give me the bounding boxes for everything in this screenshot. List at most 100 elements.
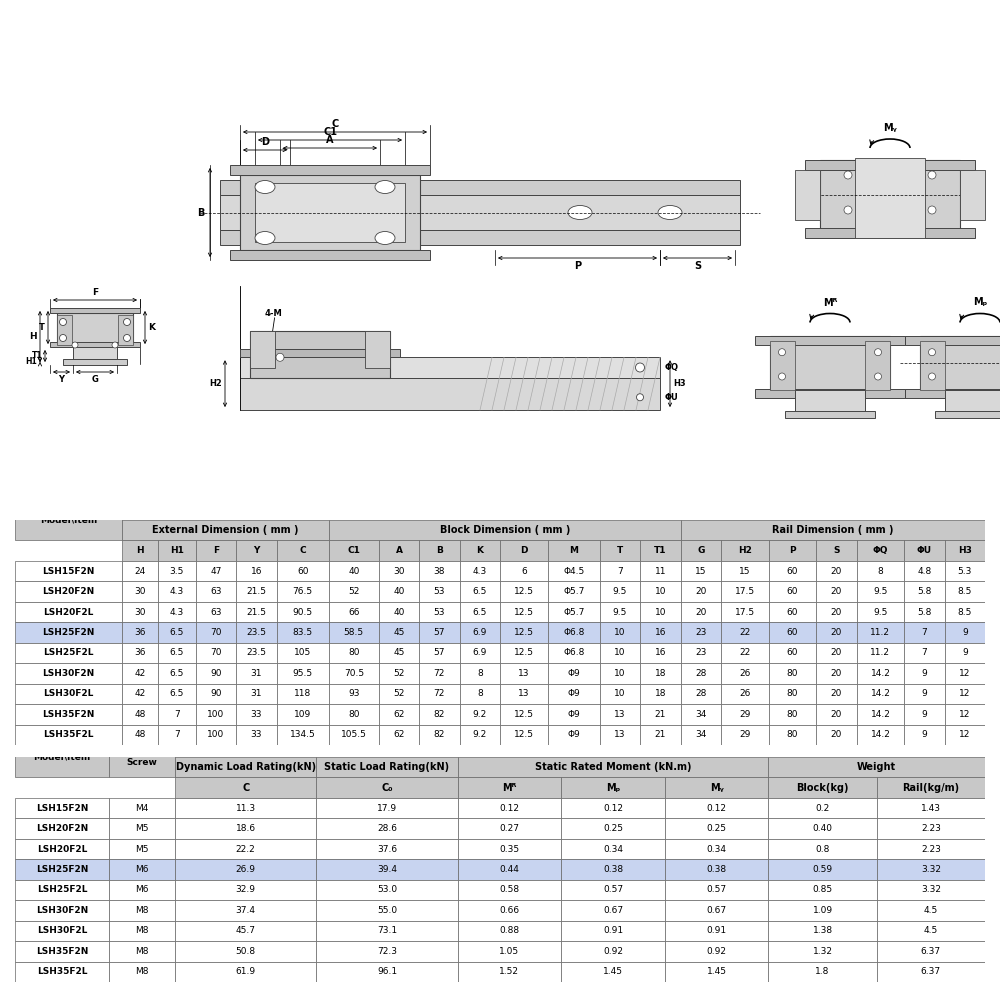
Bar (561, 818, 665, 839)
Text: 18: 18 (655, 689, 666, 698)
Bar (561, 880, 665, 900)
Bar (458, 818, 561, 839)
Bar (768, 921, 877, 941)
Bar (904, 663, 945, 684)
Text: 0.12: 0.12 (707, 804, 727, 813)
Text: 20: 20 (831, 669, 842, 678)
Bar (316, 798, 458, 818)
Bar (458, 798, 561, 818)
Bar (175, 880, 316, 900)
Text: 7: 7 (174, 730, 180, 739)
Bar (681, 684, 721, 704)
Bar (857, 643, 904, 663)
Text: 6: 6 (521, 567, 527, 576)
Text: 16: 16 (655, 648, 666, 657)
Text: 0.44: 0.44 (499, 865, 519, 874)
Text: 0.91: 0.91 (707, 926, 727, 935)
Bar (158, 725, 196, 745)
Text: LSH30F2N: LSH30F2N (42, 669, 95, 678)
Text: 9.2: 9.2 (473, 710, 487, 719)
Text: Block Dimension ( mm ): Block Dimension ( mm ) (440, 525, 570, 535)
Bar (236, 540, 277, 561)
Bar (50, 342, 140, 347)
Text: 53.0: 53.0 (377, 885, 397, 894)
Bar (877, 900, 985, 921)
Text: 5.3: 5.3 (958, 567, 972, 576)
Text: 118: 118 (294, 689, 311, 698)
Bar (500, 684, 548, 704)
Bar (721, 622, 769, 643)
Bar (640, 581, 681, 602)
Text: 0.67: 0.67 (603, 906, 623, 915)
Bar (15, 839, 109, 859)
Text: T1: T1 (31, 352, 42, 360)
Bar (681, 663, 721, 684)
Text: 32.9: 32.9 (236, 885, 256, 894)
Bar (945, 561, 985, 581)
Bar (316, 941, 458, 962)
Text: Static Load Rating(kN): Static Load Rating(kN) (324, 762, 450, 772)
Bar (561, 900, 665, 921)
Text: C1: C1 (347, 546, 360, 555)
Bar (665, 818, 768, 839)
Bar (316, 777, 458, 798)
Bar (458, 962, 561, 982)
Text: LSH15F2N: LSH15F2N (42, 567, 95, 576)
Bar (196, 561, 236, 581)
Bar (419, 622, 460, 643)
Bar (109, 818, 175, 839)
Bar (665, 839, 768, 859)
Text: K: K (148, 323, 155, 332)
Bar (175, 921, 316, 941)
Text: Model\Item: Model\Item (33, 752, 91, 762)
Bar (329, 581, 379, 602)
Text: 6.37: 6.37 (921, 947, 941, 956)
Text: F: F (213, 546, 219, 555)
Text: H3: H3 (958, 546, 972, 555)
Bar (768, 839, 877, 859)
Bar (877, 880, 985, 900)
Bar (122, 725, 158, 745)
Text: 10: 10 (614, 669, 626, 678)
Bar (460, 684, 500, 704)
Text: 33: 33 (251, 730, 262, 739)
Bar (460, 725, 500, 745)
Circle shape (928, 206, 936, 214)
Text: 12.5: 12.5 (514, 730, 534, 739)
Text: 0.88: 0.88 (499, 926, 519, 935)
Bar (877, 818, 985, 839)
Text: Φ6.8: Φ6.8 (563, 648, 584, 657)
Bar (458, 757, 768, 777)
Text: 11.3: 11.3 (236, 804, 256, 813)
Text: H3: H3 (673, 379, 686, 388)
Text: 100: 100 (207, 710, 225, 719)
Text: 52: 52 (348, 587, 359, 596)
Text: 31: 31 (251, 669, 262, 678)
Text: 76.5: 76.5 (293, 587, 313, 596)
Text: 63: 63 (210, 608, 222, 617)
Bar (458, 859, 561, 880)
Text: Weight: Weight (857, 762, 896, 772)
Text: 105: 105 (294, 648, 311, 657)
Bar (721, 684, 769, 704)
Text: B: B (436, 546, 443, 555)
Bar (768, 859, 877, 880)
Text: M8: M8 (135, 947, 149, 956)
Text: Mᵧ: Mᵧ (710, 783, 724, 793)
Bar (15, 941, 109, 962)
Text: 47: 47 (210, 567, 222, 576)
Text: 23: 23 (695, 628, 707, 637)
Text: G: G (92, 375, 98, 384)
Text: 4.3: 4.3 (473, 567, 487, 576)
Text: 9.5: 9.5 (873, 608, 888, 617)
Bar (122, 643, 158, 663)
Bar (15, 663, 122, 684)
Text: 24: 24 (134, 567, 145, 576)
Bar (379, 725, 419, 745)
Bar (768, 798, 877, 818)
Text: 20: 20 (695, 587, 707, 596)
Text: 21.5: 21.5 (246, 608, 266, 617)
Bar (240, 175, 420, 250)
Text: 9.5: 9.5 (613, 608, 627, 617)
Bar (458, 900, 561, 921)
